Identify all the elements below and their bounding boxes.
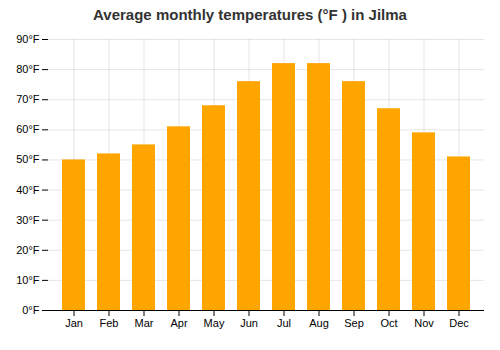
svg-text:80°F: 80°F [16,63,40,75]
svg-text:90°F: 90°F [16,33,40,45]
svg-text:Sep: Sep [344,317,364,329]
svg-text:Jul: Jul [277,317,291,329]
svg-text:Mar: Mar [135,317,154,329]
svg-text:Apr: Apr [170,317,187,329]
svg-text:50°F: 50°F [16,153,40,165]
svg-text:30°F: 30°F [16,214,40,226]
html-text:Average monthly temperatures (: Average monthly temperatures (°F ) in Ji… [93,6,407,23]
svg-text:70°F: 70°F [16,93,40,105]
svg-text:Jan: Jan [65,317,83,329]
svg-text:60°F: 60°F [16,123,40,135]
svg-text:Aug: Aug [309,317,329,329]
svg-text:Jun: Jun [240,317,258,329]
svg-text:Nov: Nov [414,317,434,329]
svg-text:May: May [204,317,225,329]
svg-text:Oct: Oct [380,317,397,329]
svg-text:0°F: 0°F [22,304,40,316]
svg-text:Feb: Feb [100,317,119,329]
svg-text:20°F: 20°F [16,244,40,256]
svg-text:10°F: 10°F [16,274,40,286]
svg-text:40°F: 40°F [16,184,40,196]
svg-text:Dec: Dec [449,317,469,329]
